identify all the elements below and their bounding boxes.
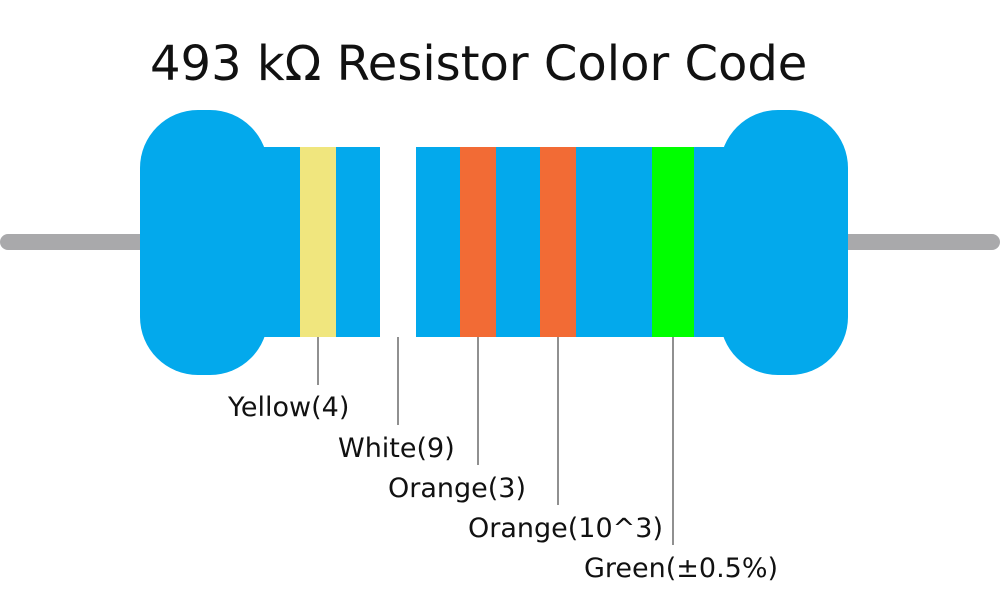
band-label: Green(±0.5%) — [584, 553, 778, 584]
band-label: Yellow(4) — [227, 392, 349, 423]
color-band — [540, 147, 576, 337]
band-label: Orange(10^3) — [468, 513, 663, 544]
color-band — [460, 147, 496, 337]
color-band — [380, 147, 416, 337]
color-band — [652, 147, 694, 337]
right-cap — [720, 110, 848, 375]
color-band — [300, 147, 336, 337]
title: 493 kΩ Resistor Color Code — [150, 36, 807, 92]
band-label: Orange(3) — [388, 473, 526, 504]
left-cap — [140, 110, 268, 375]
band-label: White(9) — [338, 433, 455, 464]
